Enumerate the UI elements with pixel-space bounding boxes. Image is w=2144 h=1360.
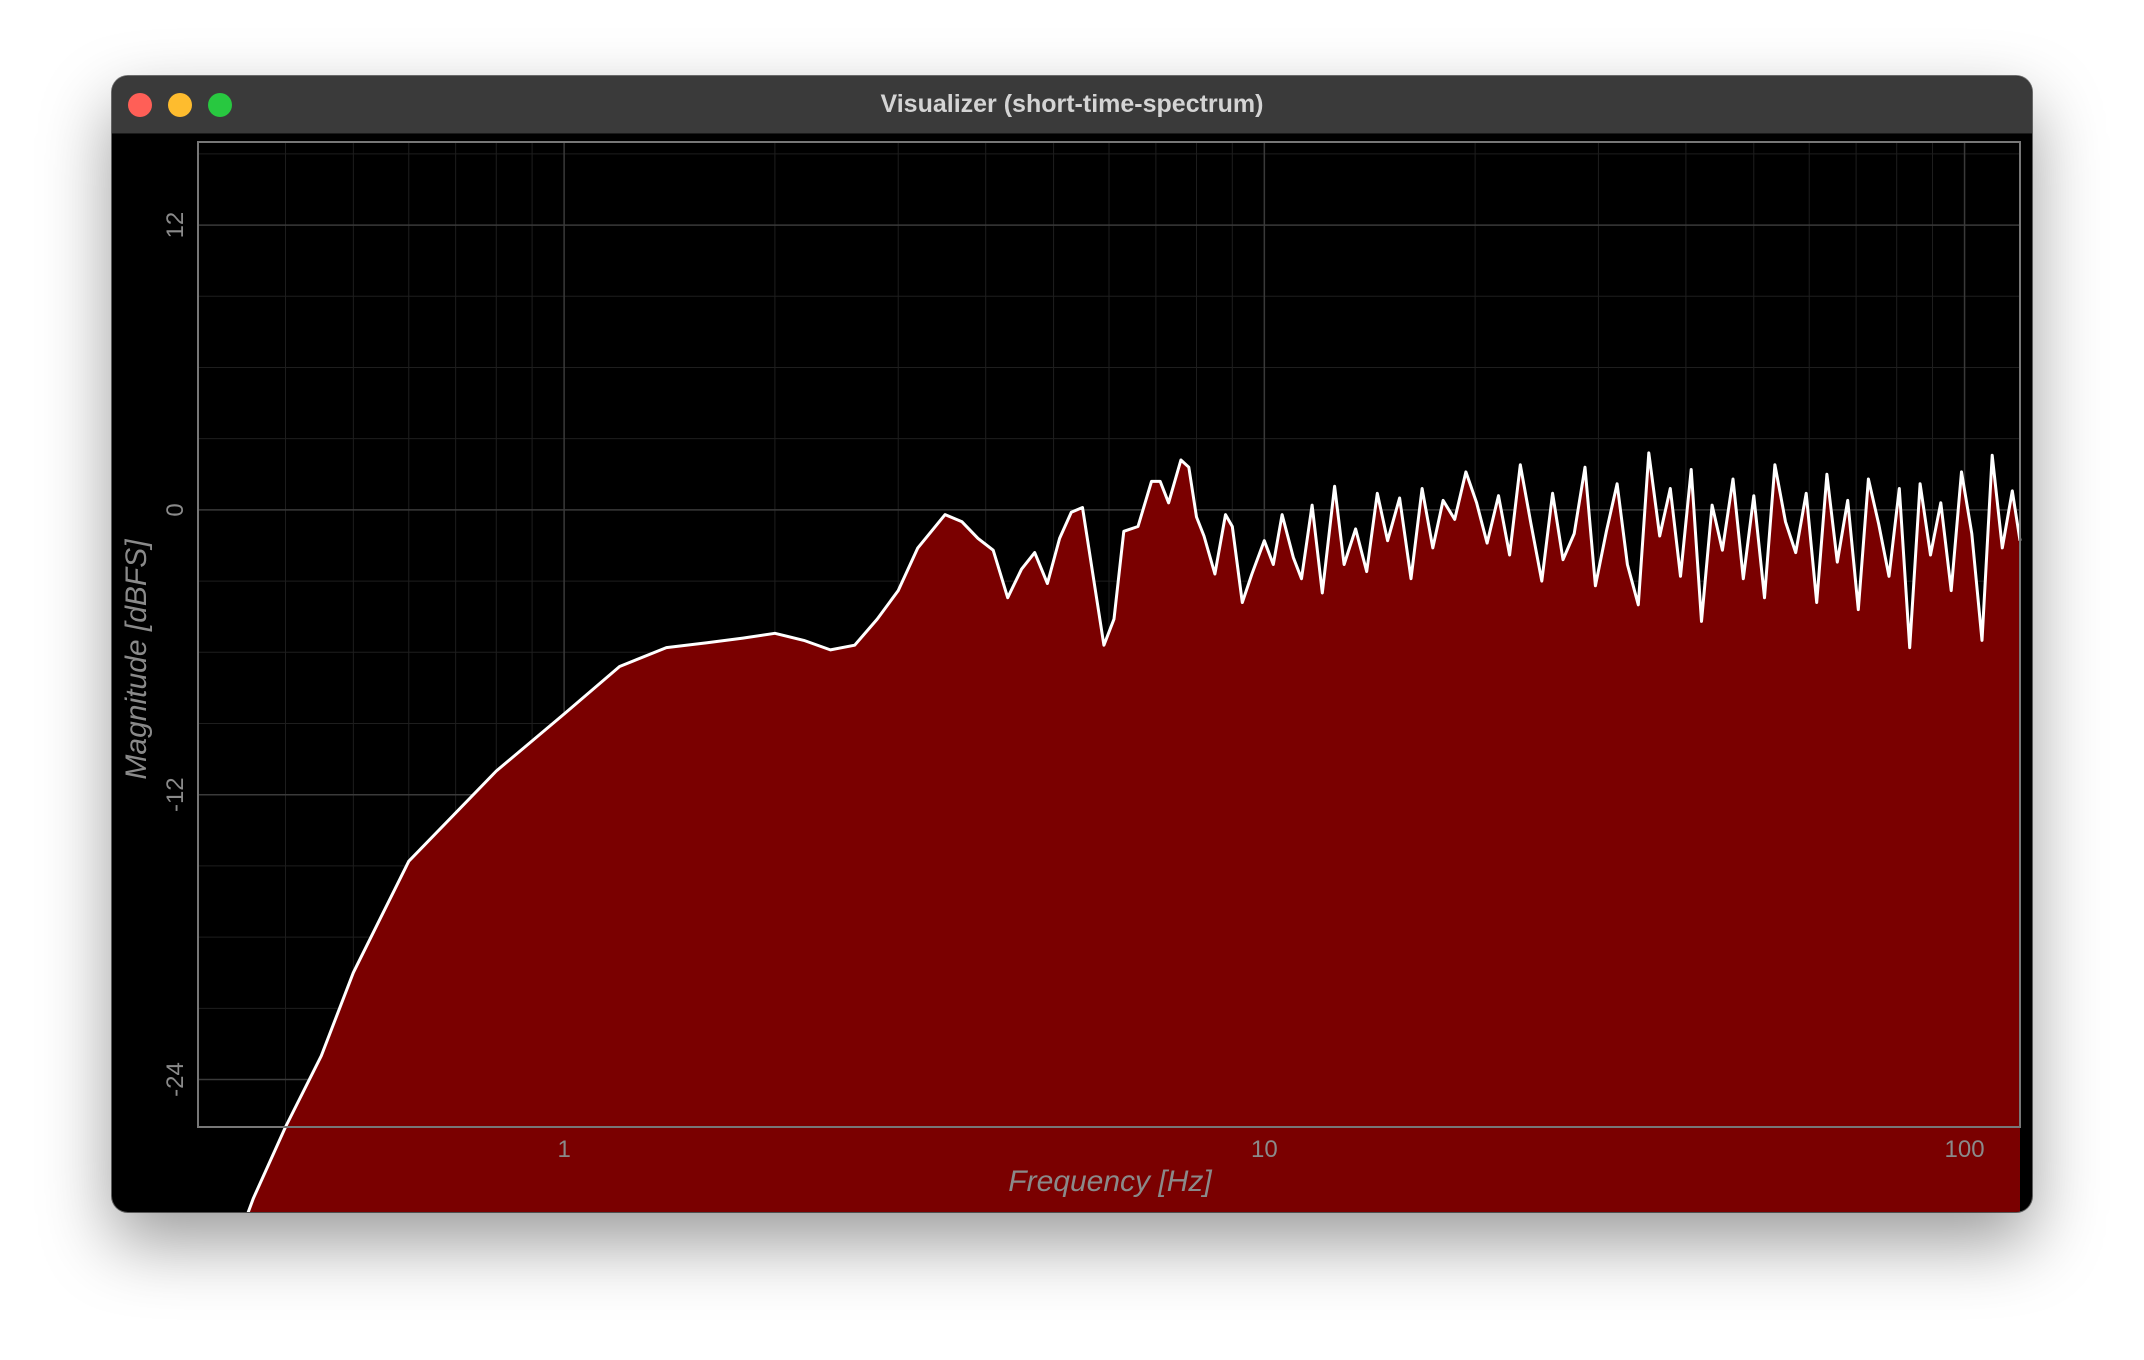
- y-tick-label: 12: [162, 212, 189, 239]
- spectrum-line: [246, 451, 2022, 1212]
- zoom-window-button[interactable]: [208, 93, 232, 117]
- minimize-window-button[interactable]: [168, 93, 192, 117]
- spectrum-fill-area: [208, 452, 2020, 1212]
- x-tick-label: 1: [557, 1136, 570, 1163]
- plot-frame: [197, 141, 2021, 1128]
- title-bar: Visualizer (short-time-spectrum): [112, 76, 2032, 134]
- y-tick-labels: 12 0 -12 -24: [162, 212, 189, 1097]
- window-title: Visualizer (short-time-spectrum): [880, 90, 1264, 118]
- x-tick-label: 100: [1945, 1136, 1985, 1163]
- x-tick-label: 10: [1251, 1136, 1278, 1163]
- visualizer-window: Visualizer (short-time-spectrum) 1 10 100 …: [112, 76, 2032, 1212]
- x-tick-labels: 1 10 100: [557, 1136, 1984, 1163]
- y-tick-label: 0: [162, 503, 189, 516]
- y-axis-label: Magnitude [dBFS]: [120, 539, 153, 780]
- x-axis-label: Frequency [Hz]: [1008, 1165, 1212, 1198]
- y-tick-label: -12: [162, 777, 189, 812]
- y-tick-label: -24: [162, 1062, 189, 1097]
- spectrum-plot-area: 1 10 100 12 0 -12 -24 Frequency [Hz] Magnitud…: [112, 134, 2032, 1212]
- close-window-button[interactable]: [128, 93, 152, 117]
- spectrum-chart: 1 10 100 12 0 -12 -24 Frequency [Hz] Magnitud…: [120, 141, 2022, 1212]
